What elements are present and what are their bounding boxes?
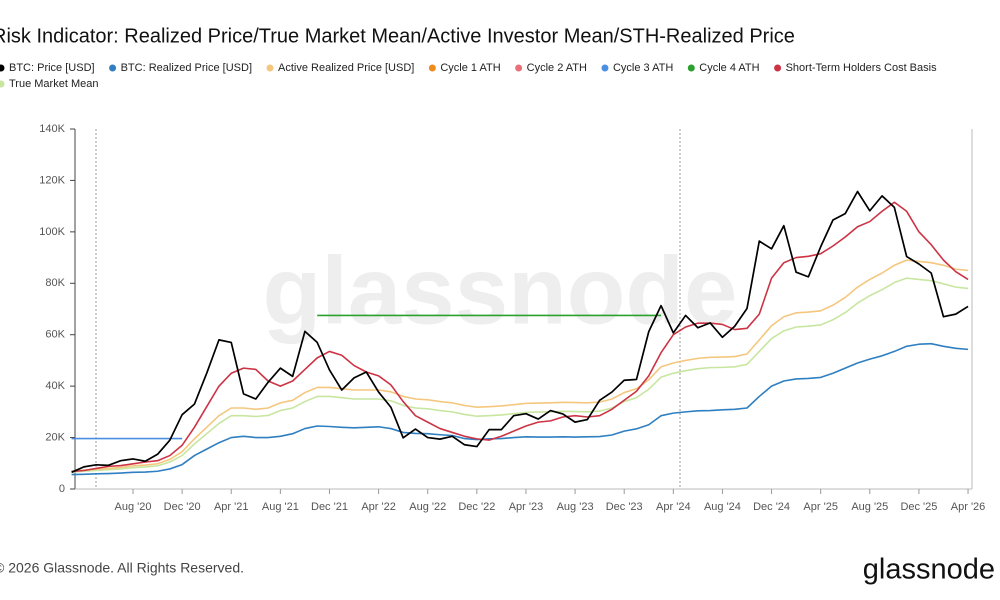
x-tick-label: Aug '25 (851, 501, 888, 513)
legend-item: True Market Mean (0, 78, 98, 90)
y-tick-label: 100K (39, 226, 65, 238)
legend-label: Cycle 4 ATH (699, 62, 759, 74)
series-line (71, 201, 969, 473)
y-tick-label: 80K (45, 277, 65, 289)
legend-marker (428, 64, 436, 72)
x-tick-label: Aug '22 (409, 501, 446, 513)
y-tick-label: 20K (45, 431, 65, 443)
legend-label: BTC: Price [USD] (9, 62, 95, 74)
y-tick-label: 40K (45, 380, 65, 392)
y-tick-label: 140K (39, 123, 65, 135)
legend-marker (601, 64, 609, 72)
legend-marker (774, 64, 782, 72)
series-line (71, 277, 969, 473)
x-tick-label: Aug '24 (704, 501, 741, 513)
y-tick-label: 120K (39, 174, 65, 186)
x-tick-label: Dec '20 (164, 501, 201, 513)
x-tick-label: Aug '21 (262, 501, 299, 513)
legend-marker (0, 64, 5, 72)
x-tick-label: Aug '20 (115, 501, 152, 513)
x-tick-label: Dec '23 (606, 501, 643, 513)
legend-marker (109, 64, 117, 72)
series-line (71, 190, 969, 474)
series-line (71, 259, 969, 472)
legend-label: Cycle 2 ATH (527, 62, 587, 74)
x-tick-label: Apr '26 (951, 501, 986, 513)
legend-label: BTC: Realized Price [USD] (121, 62, 252, 74)
series-line (71, 342, 969, 476)
legend-item: Cycle 4 ATH (687, 62, 760, 74)
legend-item: BTC: Realized Price [USD] (109, 62, 252, 74)
x-tick-label: Aug '23 (557, 501, 594, 513)
footer: © 2026 Glassnode. All Rights Reserved. (0, 560, 244, 576)
logo: glassnode (863, 554, 995, 586)
watermark: glassnode (263, 237, 738, 344)
legend-item: BTC: Price [USD] (0, 62, 95, 74)
x-tick-label: Dec '25 (900, 501, 937, 513)
legend-label: Active Realized Price [USD] (278, 62, 414, 74)
chart-title: Risk Indicator: Realized Price/True Mark… (0, 25, 795, 47)
legend-marker (266, 64, 274, 72)
y-tick-label: 0 (59, 483, 65, 495)
legend-label: Short-Term Holders Cost Basis (786, 62, 937, 74)
legend-label: Cycle 3 ATH (613, 62, 673, 74)
x-tick-label: Dec '22 (458, 501, 495, 513)
legend-item: Active Realized Price [USD] (266, 62, 414, 74)
x-tick-label: Dec '21 (311, 501, 348, 513)
legend-marker (515, 64, 523, 72)
x-tick-label: Apr '22 (361, 501, 396, 513)
x-tick-label: Apr '21 (214, 501, 249, 513)
legend-label: True Market Mean (9, 78, 98, 90)
legend-item: Cycle 3 ATH (601, 62, 673, 74)
x-tick-label: Apr '25 (803, 501, 838, 513)
legend-marker (0, 80, 5, 88)
legend-label: Cycle 1 ATH (440, 62, 500, 74)
plot (71, 190, 969, 476)
legend-item: Cycle 1 ATH (428, 62, 501, 74)
x-tick-label: Dec '24 (753, 501, 790, 513)
legend-marker (687, 64, 695, 72)
legend-item: Cycle 2 ATH (515, 62, 587, 74)
x-tick-label: Apr '23 (509, 501, 544, 513)
y-tick-label: 60K (45, 329, 65, 341)
x-tick-label: Apr '24 (656, 501, 691, 513)
legend-item: Short-Term Holders Cost Basis (774, 62, 937, 74)
